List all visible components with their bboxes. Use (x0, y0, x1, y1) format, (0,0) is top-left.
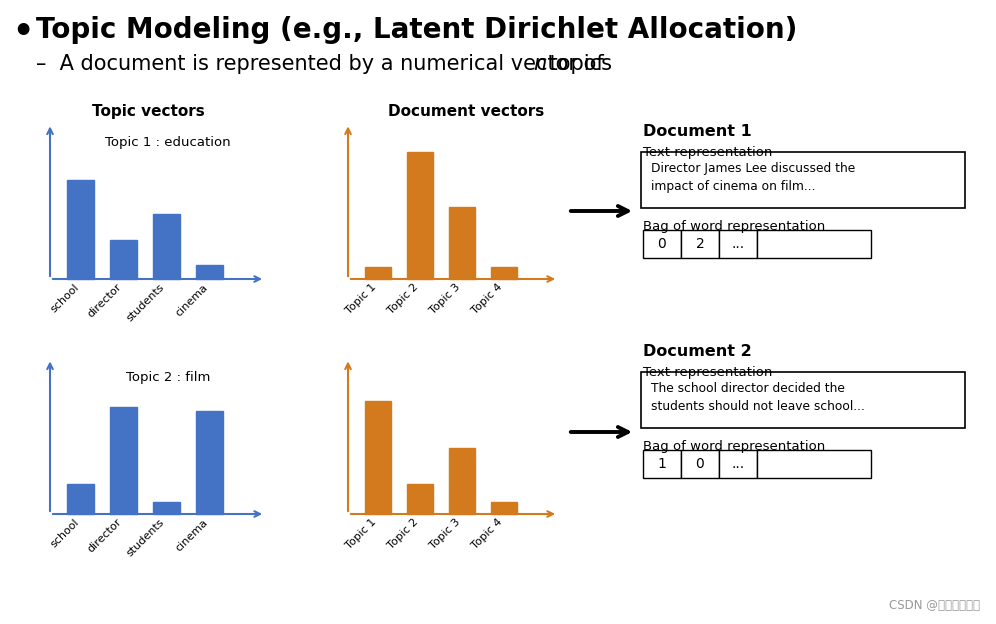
Text: Topic 1: Topic 1 (344, 282, 377, 316)
Text: 0: 0 (657, 237, 666, 251)
Text: –  A document is represented by a numerical vector of: – A document is represented by a numeric… (36, 54, 611, 74)
Text: Bag of word representation: Bag of word representation (643, 220, 826, 233)
Bar (406, 484, 433, 514)
Text: director: director (86, 517, 124, 555)
Bar (757, 230, 871, 258)
Text: school: school (48, 517, 81, 549)
Text: Text representation: Text representation (643, 366, 772, 379)
Text: Document 1: Document 1 (643, 124, 752, 139)
Bar (196, 265, 223, 279)
Bar (491, 502, 517, 514)
Text: ...: ... (731, 457, 745, 471)
Text: Topic vectors: Topic vectors (92, 104, 204, 119)
Text: Topic 3: Topic 3 (427, 282, 462, 316)
Text: students: students (125, 282, 166, 323)
Text: Topic 4: Topic 4 (469, 517, 504, 551)
Bar (681, 450, 719, 478)
Text: Topic 2: Topic 2 (385, 282, 420, 316)
Bar (406, 152, 433, 279)
Text: •: • (12, 16, 33, 49)
Text: Text representation: Text representation (643, 146, 772, 159)
Bar (449, 207, 475, 279)
Bar (67, 484, 94, 514)
Text: Topic 2 : film: Topic 2 : film (126, 371, 210, 384)
Bar (643, 230, 681, 258)
Text: n: n (533, 54, 546, 74)
Bar (719, 230, 757, 258)
Bar (491, 266, 517, 279)
Text: ...: ... (731, 237, 745, 251)
Bar (153, 502, 180, 514)
Text: Topic 1: Topic 1 (344, 517, 377, 551)
FancyBboxPatch shape (641, 152, 965, 208)
Text: The school director decided the
students should not leave school...: The school director decided the students… (651, 382, 865, 413)
Text: students: students (125, 517, 166, 558)
Text: cinema: cinema (173, 517, 209, 553)
Text: 1: 1 (657, 457, 666, 471)
Text: 2: 2 (695, 237, 704, 251)
Text: Topic 3: Topic 3 (427, 517, 462, 551)
Text: Topic 1 : education: Topic 1 : education (106, 137, 231, 149)
Bar (111, 240, 136, 279)
Bar (196, 411, 223, 514)
Text: topics: topics (543, 54, 612, 74)
Bar (757, 450, 871, 478)
Text: Bag of word representation: Bag of word representation (643, 440, 826, 453)
Text: cinema: cinema (173, 282, 209, 318)
Bar (365, 401, 390, 514)
Text: CSDN @大白要努力啊: CSDN @大白要努力啊 (889, 599, 980, 612)
Text: Topic 4: Topic 4 (469, 282, 504, 316)
Text: Topic Modeling (e.g., Latent Dirichlet Allocation): Topic Modeling (e.g., Latent Dirichlet A… (36, 16, 798, 44)
Bar (449, 448, 475, 514)
Bar (67, 180, 94, 279)
Bar (111, 407, 136, 514)
Text: Topic 2: Topic 2 (385, 517, 420, 551)
Text: Document vectors: Document vectors (388, 104, 544, 119)
Text: director: director (86, 282, 124, 319)
Bar (365, 266, 390, 279)
FancyBboxPatch shape (641, 372, 965, 428)
Text: 0: 0 (695, 457, 704, 471)
Bar (153, 214, 180, 279)
Bar (719, 450, 757, 478)
Bar (681, 230, 719, 258)
Bar (643, 450, 681, 478)
Text: school: school (48, 282, 81, 314)
Text: Director James Lee discussed the
impact of cinema on film...: Director James Lee discussed the impact … (651, 162, 856, 193)
Text: Document 2: Document 2 (643, 344, 752, 359)
